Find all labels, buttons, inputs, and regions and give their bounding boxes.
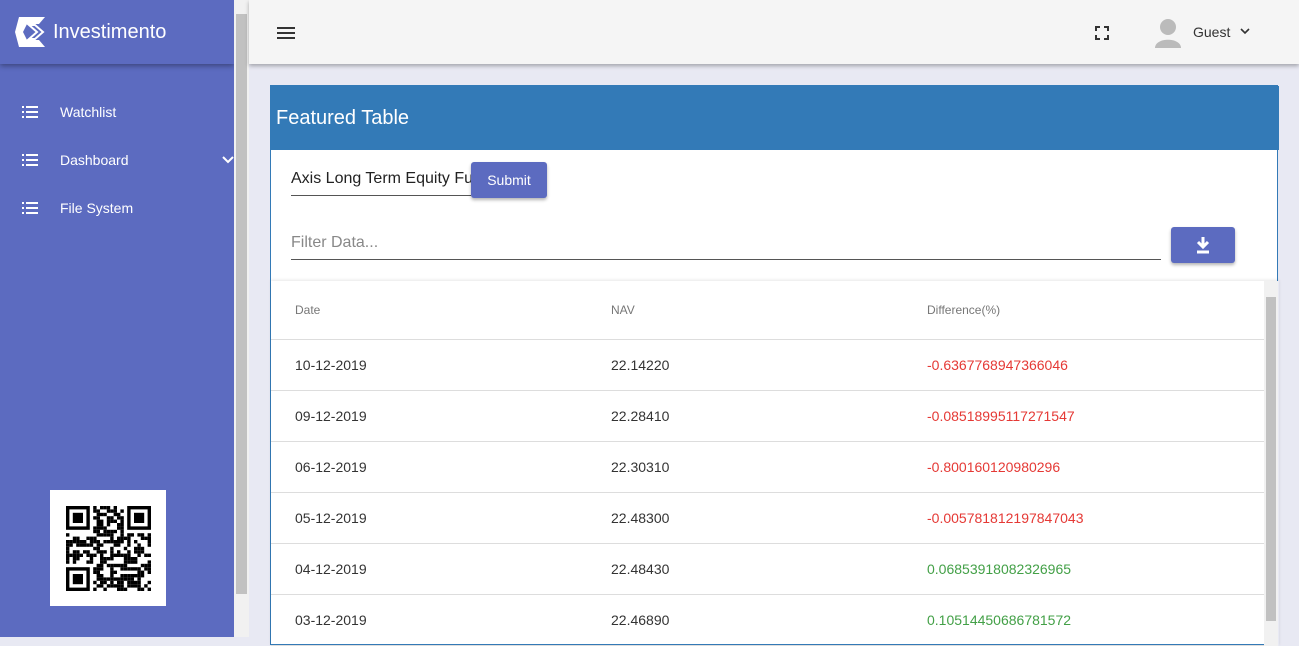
table-cell: -0.6367768947366046: [903, 339, 1264, 391]
sidebar: Investimento Watchlist Dashboard File Syst…: [0, 0, 234, 637]
scrollbar: [234, 0, 249, 637]
brand[interactable]: Investimento: [53, 21, 167, 43]
fund-input[interactable]: Axis Long Term Equity Fund: [291, 170, 471, 196]
user-name[interactable]: Guest: [1193, 24, 1231, 40]
avatar[interactable]: [1154, 18, 1182, 48]
card-title: Featured Table: [271, 86, 1279, 150]
table-row: 09-12-2019 22.28410 -0.08518995117271547: [271, 390, 1264, 442]
table-cell: 22.46890: [587, 594, 903, 646]
sidebar-header: Investimento: [0, 0, 234, 64]
table-cell: 22.48300: [587, 492, 903, 544]
table-row: 03-12-2019 22.46890 0.10514450686781572: [271, 594, 1264, 646]
table-scrollbar: [1264, 281, 1278, 646]
topbar: Guest: [249, 0, 1299, 64]
menu-button[interactable]: [276, 25, 296, 41]
submit-button[interactable]: Submit: [471, 162, 547, 198]
nav-item[interactable]: File System: [0, 184, 234, 232]
column-header[interactable]: NAV: [587, 281, 903, 340]
table-cell: 22.30310: [587, 441, 903, 493]
expand-icon[interactable]: [222, 156, 234, 164]
table-cell: 22.48430: [587, 543, 903, 595]
table-row: 05-12-2019 22.48300 -0.005781812197847043: [271, 492, 1264, 544]
nav-item[interactable]: Dashboard: [0, 136, 234, 184]
table-cell: 22.14220: [587, 339, 903, 391]
logo: [15, 17, 45, 47]
table-cell: 0.06853918082326965: [903, 543, 1264, 595]
table-cell: 22.28410: [587, 390, 903, 442]
table-row: 04-12-2019 22.48430 0.06853918082326965: [271, 543, 1264, 595]
table-cell: 04-12-2019: [271, 543, 587, 595]
table-cell: -0.08518995117271547: [903, 390, 1264, 442]
user-dropdown[interactable]: [1240, 28, 1250, 36]
nav-label[interactable]: File System: [60, 200, 134, 216]
download-button[interactable]: [1171, 227, 1235, 263]
nav-label[interactable]: Watchlist: [60, 104, 117, 120]
table-row: 06-12-2019 22.30310 -0.800160120980296: [271, 441, 1264, 493]
table-cell: 10-12-2019: [271, 339, 587, 391]
table-cell: 0.10514450686781572: [903, 594, 1264, 646]
fullscreen-button[interactable]: [1095, 26, 1109, 40]
table-cell: 03-12-2019: [271, 594, 587, 646]
table-cell: 06-12-2019: [271, 441, 587, 493]
qr-code: [50, 490, 166, 606]
nav-item[interactable]: Watchlist: [0, 88, 234, 136]
table-cell: 05-12-2019: [271, 492, 587, 544]
column-header[interactable]: Difference(%): [903, 281, 1264, 340]
card: Featured Table Axis Long Term Equity Fun…: [270, 85, 1279, 646]
nav-label[interactable]: Dashboard: [60, 152, 129, 168]
filter-input[interactable]: Filter Data...: [291, 234, 1161, 260]
table-cell: 09-12-2019: [271, 390, 587, 442]
table-row: 10-12-2019 22.14220 -0.6367768947366046: [271, 339, 1264, 391]
data-table: Date NAV Difference(%) 10-12-2019 22.14220 -0…: [271, 281, 1264, 646]
table-cell: -0.005781812197847043: [903, 492, 1264, 544]
table-cell: -0.800160120980296: [903, 441, 1264, 493]
table-container: Date NAV Difference(%) 10-12-2019 22.14220 -0…: [271, 281, 1279, 646]
column-header[interactable]: Date: [271, 281, 587, 340]
